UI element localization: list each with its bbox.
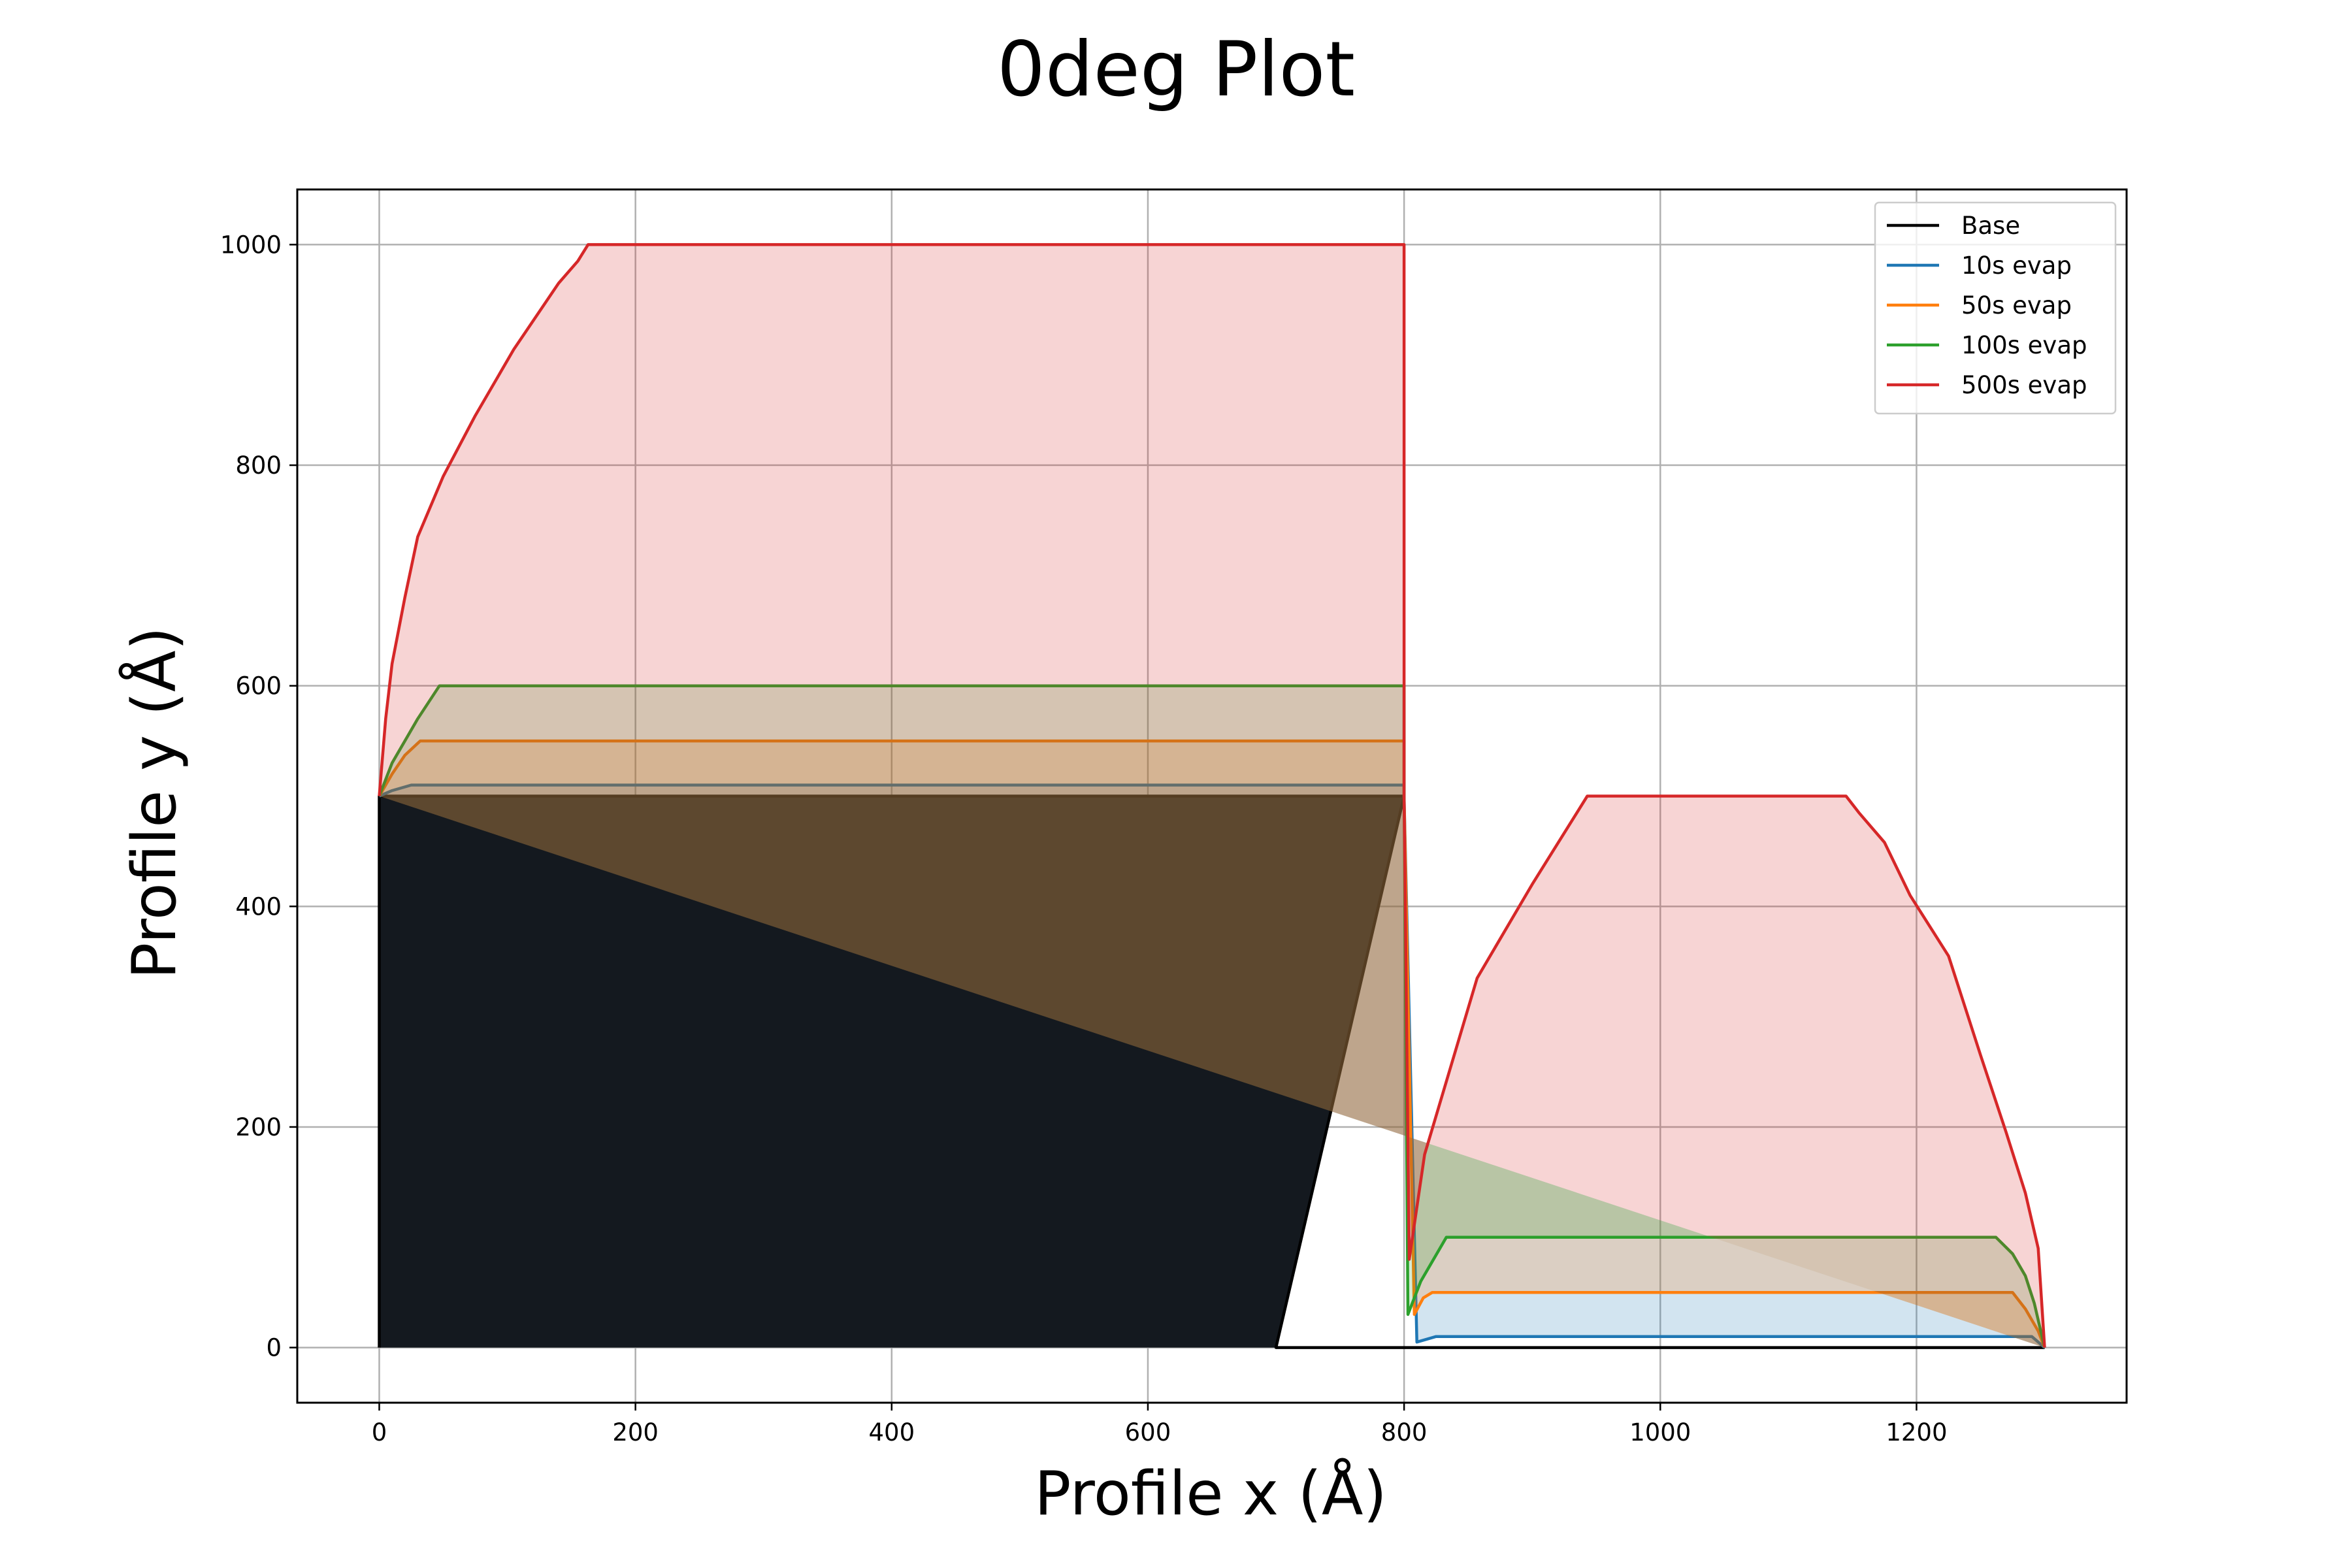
y-tick-label: 0 <box>266 1334 282 1362</box>
series-fill-10s-evap <box>379 785 2045 1348</box>
x-axis-label: Profile x (Å) <box>1034 1458 1387 1529</box>
y-tick-label: 1000 <box>220 231 282 259</box>
plot-frame <box>296 188 2128 1404</box>
x-tick-label: 800 <box>1381 1418 1428 1446</box>
x-tick-label: 0 <box>372 1418 387 1446</box>
legend-label-50s-evap: 50s evap <box>1961 291 2072 319</box>
y-tick-label: 200 <box>235 1113 282 1141</box>
ticks: 0 200 400 600 800 1000 1200 0 200 400 600 800 1000 <box>220 231 1948 1446</box>
chart-title: 0deg Plot <box>997 25 1355 114</box>
series-fill-50s-evap <box>379 741 2045 1348</box>
legend-label-100s-evap: 100s evap <box>1961 331 2087 359</box>
x-tick-label: 1200 <box>1886 1418 1947 1446</box>
series-fill-100s-evap <box>379 685 2045 1348</box>
legend: Base 10s evap 50s evap 100s evap 500s evap <box>1874 201 2117 415</box>
series-fill-base <box>379 796 2045 1348</box>
y-tick-label: 800 <box>235 451 282 480</box>
y-axis-label: Profile y (Å) <box>119 627 189 979</box>
legend-box <box>1874 201 2117 415</box>
x-tick-label: 400 <box>868 1418 915 1446</box>
y-tick-label: 400 <box>235 892 282 921</box>
series-line-100s-evap <box>378 684 2046 1348</box>
y-tick-label: 600 <box>235 672 282 700</box>
x-tick-label: 1000 <box>1629 1418 1691 1446</box>
legend-label-10s-evap: 10s evap <box>1961 252 2072 280</box>
series-line-base <box>378 794 2045 1349</box>
series-fill-500s-evap <box>379 244 2045 1348</box>
legend-label-base: Base <box>1961 212 2020 240</box>
x-tick-label: 600 <box>1125 1418 1171 1446</box>
series-line-50s-evap <box>378 739 2046 1348</box>
legend-label-500s-evap: 500s evap <box>1961 371 2087 399</box>
x-tick-label: 200 <box>612 1418 659 1446</box>
series-layer <box>378 243 2046 1349</box>
series-line-500s-evap <box>378 243 2046 1348</box>
